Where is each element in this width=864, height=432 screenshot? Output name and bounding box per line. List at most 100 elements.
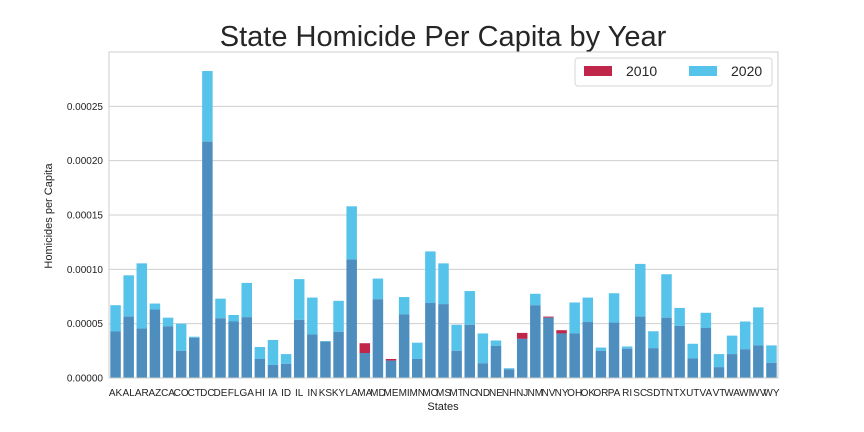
x-tick-label: OK <box>581 388 596 399</box>
bar-2020 <box>726 335 738 355</box>
x-tick-label: OH <box>567 388 582 399</box>
bar-overlap <box>516 338 528 378</box>
x-tick-label: WV <box>750 388 766 399</box>
bar-2020 <box>293 279 305 320</box>
bar-2020 <box>635 263 646 317</box>
x-tick-label: CA <box>161 388 175 399</box>
x-tick-label: IA <box>268 388 278 399</box>
bar-overlap <box>359 353 371 378</box>
x-tick-label: MI <box>399 388 410 399</box>
legend-swatch-2020 <box>689 66 717 76</box>
bar-overlap <box>582 322 594 378</box>
plot-frame <box>108 51 779 379</box>
bar-2010 <box>516 332 528 339</box>
bar-overlap <box>543 317 554 378</box>
plot-border <box>108 51 779 379</box>
bar-overlap <box>149 309 161 378</box>
legend: 2010 2020 <box>574 57 773 87</box>
x-tick-label: VT <box>713 388 726 399</box>
bar-overlap <box>425 303 436 378</box>
bar-overlap <box>254 358 266 378</box>
legend-label-2010: 2010 <box>626 63 657 79</box>
bar-overlap <box>267 364 279 378</box>
bar-2020 <box>753 307 764 346</box>
bar-overlap <box>385 360 397 378</box>
bar-overlap <box>713 367 725 378</box>
y-tick-label: 0.00005 <box>67 319 104 330</box>
bar-2020 <box>621 346 633 349</box>
bar-overlap <box>241 317 252 378</box>
bar-2020 <box>215 298 226 319</box>
x-tick-label: WY <box>763 388 779 399</box>
bar-2020 <box>530 293 541 306</box>
y-tick-label: 0.00025 <box>67 102 104 113</box>
bar-2020 <box>241 282 252 318</box>
bar-2020 <box>464 291 475 325</box>
bar-overlap <box>215 318 226 378</box>
x-tick-label: KS <box>319 388 333 399</box>
y-tick-label: 0.00015 <box>67 211 104 222</box>
bar-overlap <box>753 345 764 378</box>
bar-2010 <box>359 343 371 354</box>
bar-2020 <box>648 331 659 349</box>
x-tick-label: WI <box>739 388 751 399</box>
bar-overlap <box>202 141 213 378</box>
bar-overlap <box>438 304 449 378</box>
bar-2020 <box>608 293 620 323</box>
x-tick-label: MD <box>370 388 386 399</box>
bar-2020 <box>595 347 607 351</box>
x-tick-label: NC <box>463 388 477 399</box>
bar-overlap <box>162 326 174 378</box>
x-tick-label: DC <box>200 388 214 399</box>
bar-2020 <box>713 354 725 368</box>
bar-2020 <box>398 297 410 315</box>
bar-overlap <box>766 362 777 378</box>
bar-2010 <box>543 316 554 318</box>
x-tick-label: CT <box>188 388 201 399</box>
bar-2020 <box>333 300 344 332</box>
bar-2020 <box>189 336 200 338</box>
x-tick-label: AZ <box>149 388 162 399</box>
x-tick-label: HI <box>255 388 265 399</box>
bar-2020 <box>372 278 384 300</box>
x-tick-label: ID <box>281 388 291 399</box>
legend-swatch-2010 <box>584 66 612 76</box>
bar-overlap <box>175 350 187 378</box>
bar-overlap <box>739 349 751 378</box>
bar-2020 <box>490 340 502 346</box>
bar-overlap <box>280 363 292 378</box>
bar-overlap <box>648 348 659 378</box>
bar-2020 <box>438 263 449 305</box>
bar-overlap <box>608 322 620 378</box>
bar-2020 <box>136 263 148 329</box>
bar-overlap <box>320 341 331 378</box>
x-tick-label: NJ <box>516 388 528 399</box>
x-tick-label: UT <box>686 388 699 399</box>
bar-overlap <box>228 321 239 378</box>
bar-overlap <box>503 369 515 378</box>
x-tick-label: RI <box>622 388 632 399</box>
bar-2020 <box>202 71 213 142</box>
x-tick-label: NM <box>528 388 544 399</box>
bar-2020 <box>687 343 698 359</box>
bar-2020 <box>674 307 685 326</box>
bar-2020 <box>346 206 357 260</box>
bar-2020 <box>477 333 489 364</box>
x-tick-label: AK <box>109 388 123 399</box>
x-tick-label: MS <box>436 388 451 399</box>
x-tick-label: AL <box>123 388 136 399</box>
bar-2020 <box>739 321 751 350</box>
x-tick-label: ME <box>384 388 399 399</box>
bar-overlap <box>333 331 344 378</box>
bar-2020 <box>307 297 318 335</box>
bar-overlap <box>123 316 134 378</box>
x-tick-label: IN <box>307 388 317 399</box>
bar-2020 <box>582 297 594 323</box>
x-tick-label: WA <box>724 388 740 399</box>
bar-overlap <box>136 328 148 378</box>
x-tick-label: ND <box>476 388 490 399</box>
x-tick-label: DE <box>214 388 228 399</box>
bar-2020 <box>228 314 239 322</box>
bar-overlap <box>661 317 672 378</box>
